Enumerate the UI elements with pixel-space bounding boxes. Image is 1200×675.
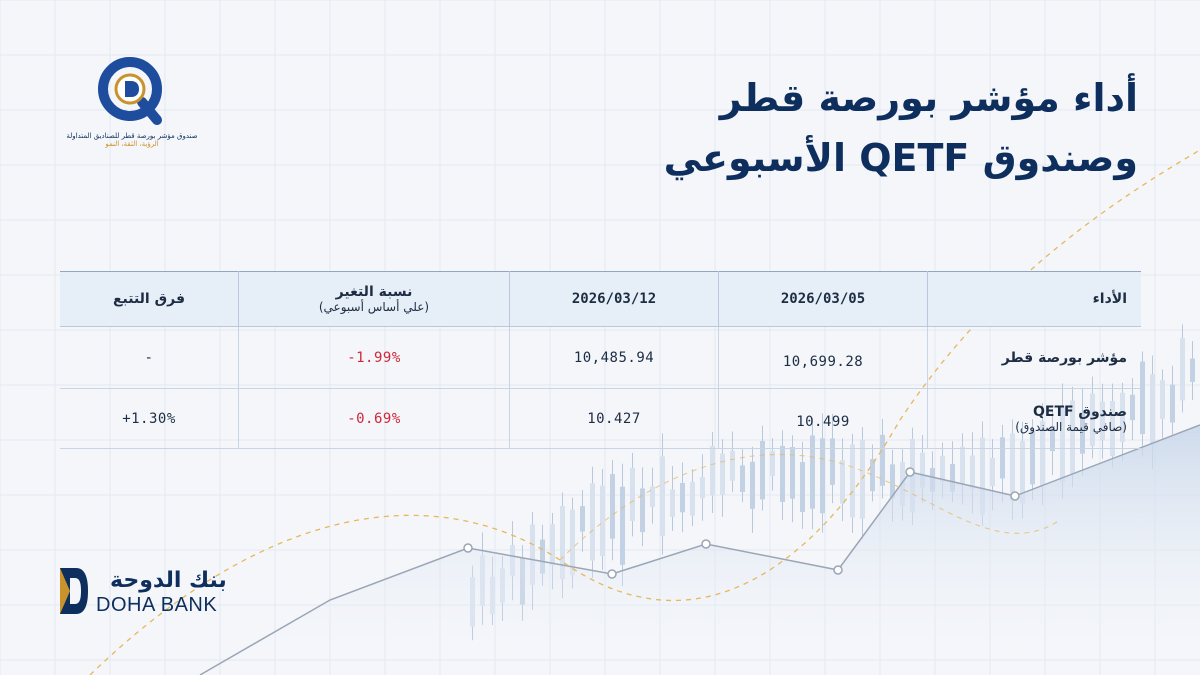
doha-bank-logo: بنك الدوحة DOHA BANK bbox=[58, 566, 258, 616]
logo-tagline: صندوق مؤشر بورصة قطر للصناديق المتداولة bbox=[66, 132, 198, 140]
row-metric-label: صندوق QETF bbox=[1032, 403, 1127, 420]
performance-table: الأداء 2026/03/05 2026/03/12 نسبة التغير… bbox=[60, 271, 1141, 449]
row-date-2-value: 10,485.94 bbox=[509, 326, 719, 389]
header-date-2: 2026/03/12 bbox=[509, 271, 719, 327]
row-metric: صندوق QETF (صافي قيمة الصندوق) bbox=[927, 388, 1141, 449]
bank-name-arabic: بنك الدوحة bbox=[110, 568, 227, 593]
row-change-value: -1.99% bbox=[237, 326, 511, 389]
row-metric: مؤشر بورصة قطر bbox=[927, 326, 1141, 389]
row-metric-sub: (صافي قيمة الصندوق) bbox=[1015, 419, 1127, 434]
header-change-label: نسبة التغير bbox=[335, 284, 413, 300]
row-metric-label: مؤشر بورصة قطر bbox=[1001, 349, 1127, 366]
row-tracking-value: +1.30% bbox=[60, 388, 239, 449]
table-row: مؤشر بورصة قطر 10,699.28 10,485.94 -1.99… bbox=[60, 326, 1141, 389]
header-date-1: 2026/03/05 bbox=[718, 271, 928, 327]
bank-name-english: DOHA BANK bbox=[96, 594, 218, 616]
row-change-value: -0.69% bbox=[237, 388, 511, 449]
row-date-1-value: 10,699.28 bbox=[718, 326, 928, 389]
table-header-row: الأداء 2026/03/05 2026/03/12 نسبة التغير… bbox=[60, 271, 1141, 327]
row-tracking-value: - bbox=[60, 326, 239, 389]
qetf-logo-icon bbox=[98, 57, 162, 125]
header-metric: الأداء bbox=[927, 271, 1141, 327]
header-change: نسبة التغير (علي أساس أسبوعي) bbox=[237, 271, 511, 327]
header-change-sub: (علي أساس أسبوعي) bbox=[318, 300, 430, 314]
logo-slogan: الرؤية، الثقة، النمو bbox=[105, 140, 159, 148]
title-line-1: أداء مؤشر بورصة قطر bbox=[719, 76, 1138, 120]
header-tracking: فرق التتبع bbox=[60, 271, 239, 327]
page-title: أداء مؤشر بورصة قطر وصندوق QETF الأسبوعي bbox=[664, 68, 1138, 188]
qetf-logo: صندوق مؤشر بورصة قطر للصناديق المتداولة … bbox=[58, 56, 206, 148]
doha-bank-icon bbox=[60, 568, 88, 614]
table-row: صندوق QETF (صافي قيمة الصندوق) 10.499 10… bbox=[60, 388, 1141, 449]
row-date-2-value: 10.427 bbox=[509, 388, 719, 449]
row-date-1-value: 10.499 bbox=[718, 388, 928, 449]
title-line-2: وصندوق QETF الأسبوعي bbox=[663, 136, 1138, 180]
